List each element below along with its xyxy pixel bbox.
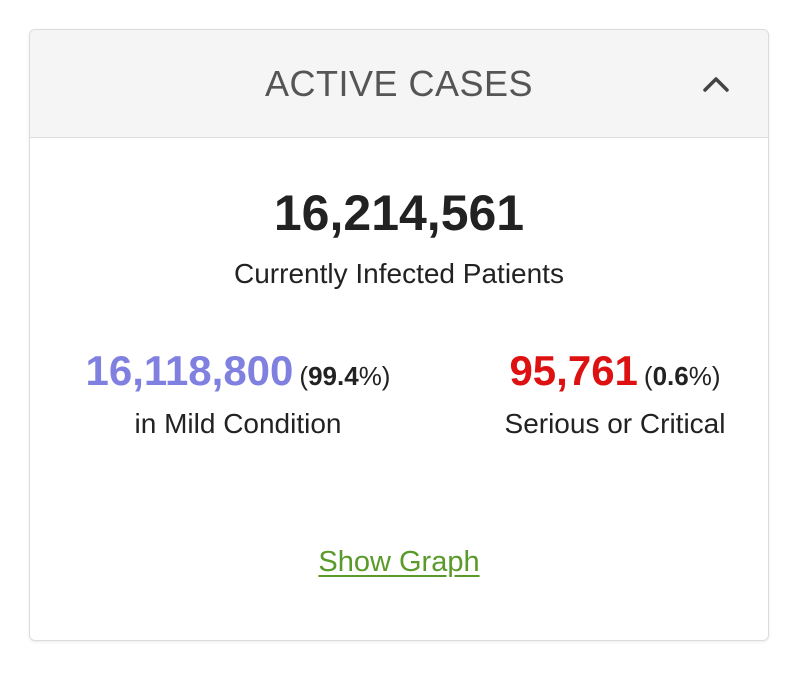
critical-count: 95,761 xyxy=(509,347,638,394)
mild-percentage: (99.4%) xyxy=(299,361,391,391)
mild-condition-stat: 16,118,800 (99.4%) in Mild Condition xyxy=(48,350,428,440)
show-graph-container: Show Graph xyxy=(30,546,768,579)
collapse-button[interactable] xyxy=(700,68,732,100)
total-active-label: Currently Infected Patients xyxy=(234,258,564,289)
critical-label: Serious or Critical xyxy=(504,408,726,439)
active-cases-card: ACTIVE CASES 16,214,561 Currently Infect… xyxy=(29,29,769,641)
total-active-cases: 16,214,561 xyxy=(273,185,525,241)
card-body: 16,214,561 Currently Infected Patients 1… xyxy=(30,138,768,640)
show-graph-link[interactable]: Show Graph xyxy=(318,546,480,578)
critical-condition-stat: 95,761 (0.6%) Serious or Critical xyxy=(470,350,760,440)
mild-label: in Mild Condition xyxy=(134,408,342,439)
chevron-up-icon xyxy=(703,76,729,92)
card-title: ACTIVE CASES xyxy=(264,62,534,104)
card-header[interactable]: ACTIVE CASES xyxy=(30,30,768,138)
critical-percentage: (0.6%) xyxy=(643,361,721,391)
mild-count: 16,118,800 xyxy=(85,347,294,394)
